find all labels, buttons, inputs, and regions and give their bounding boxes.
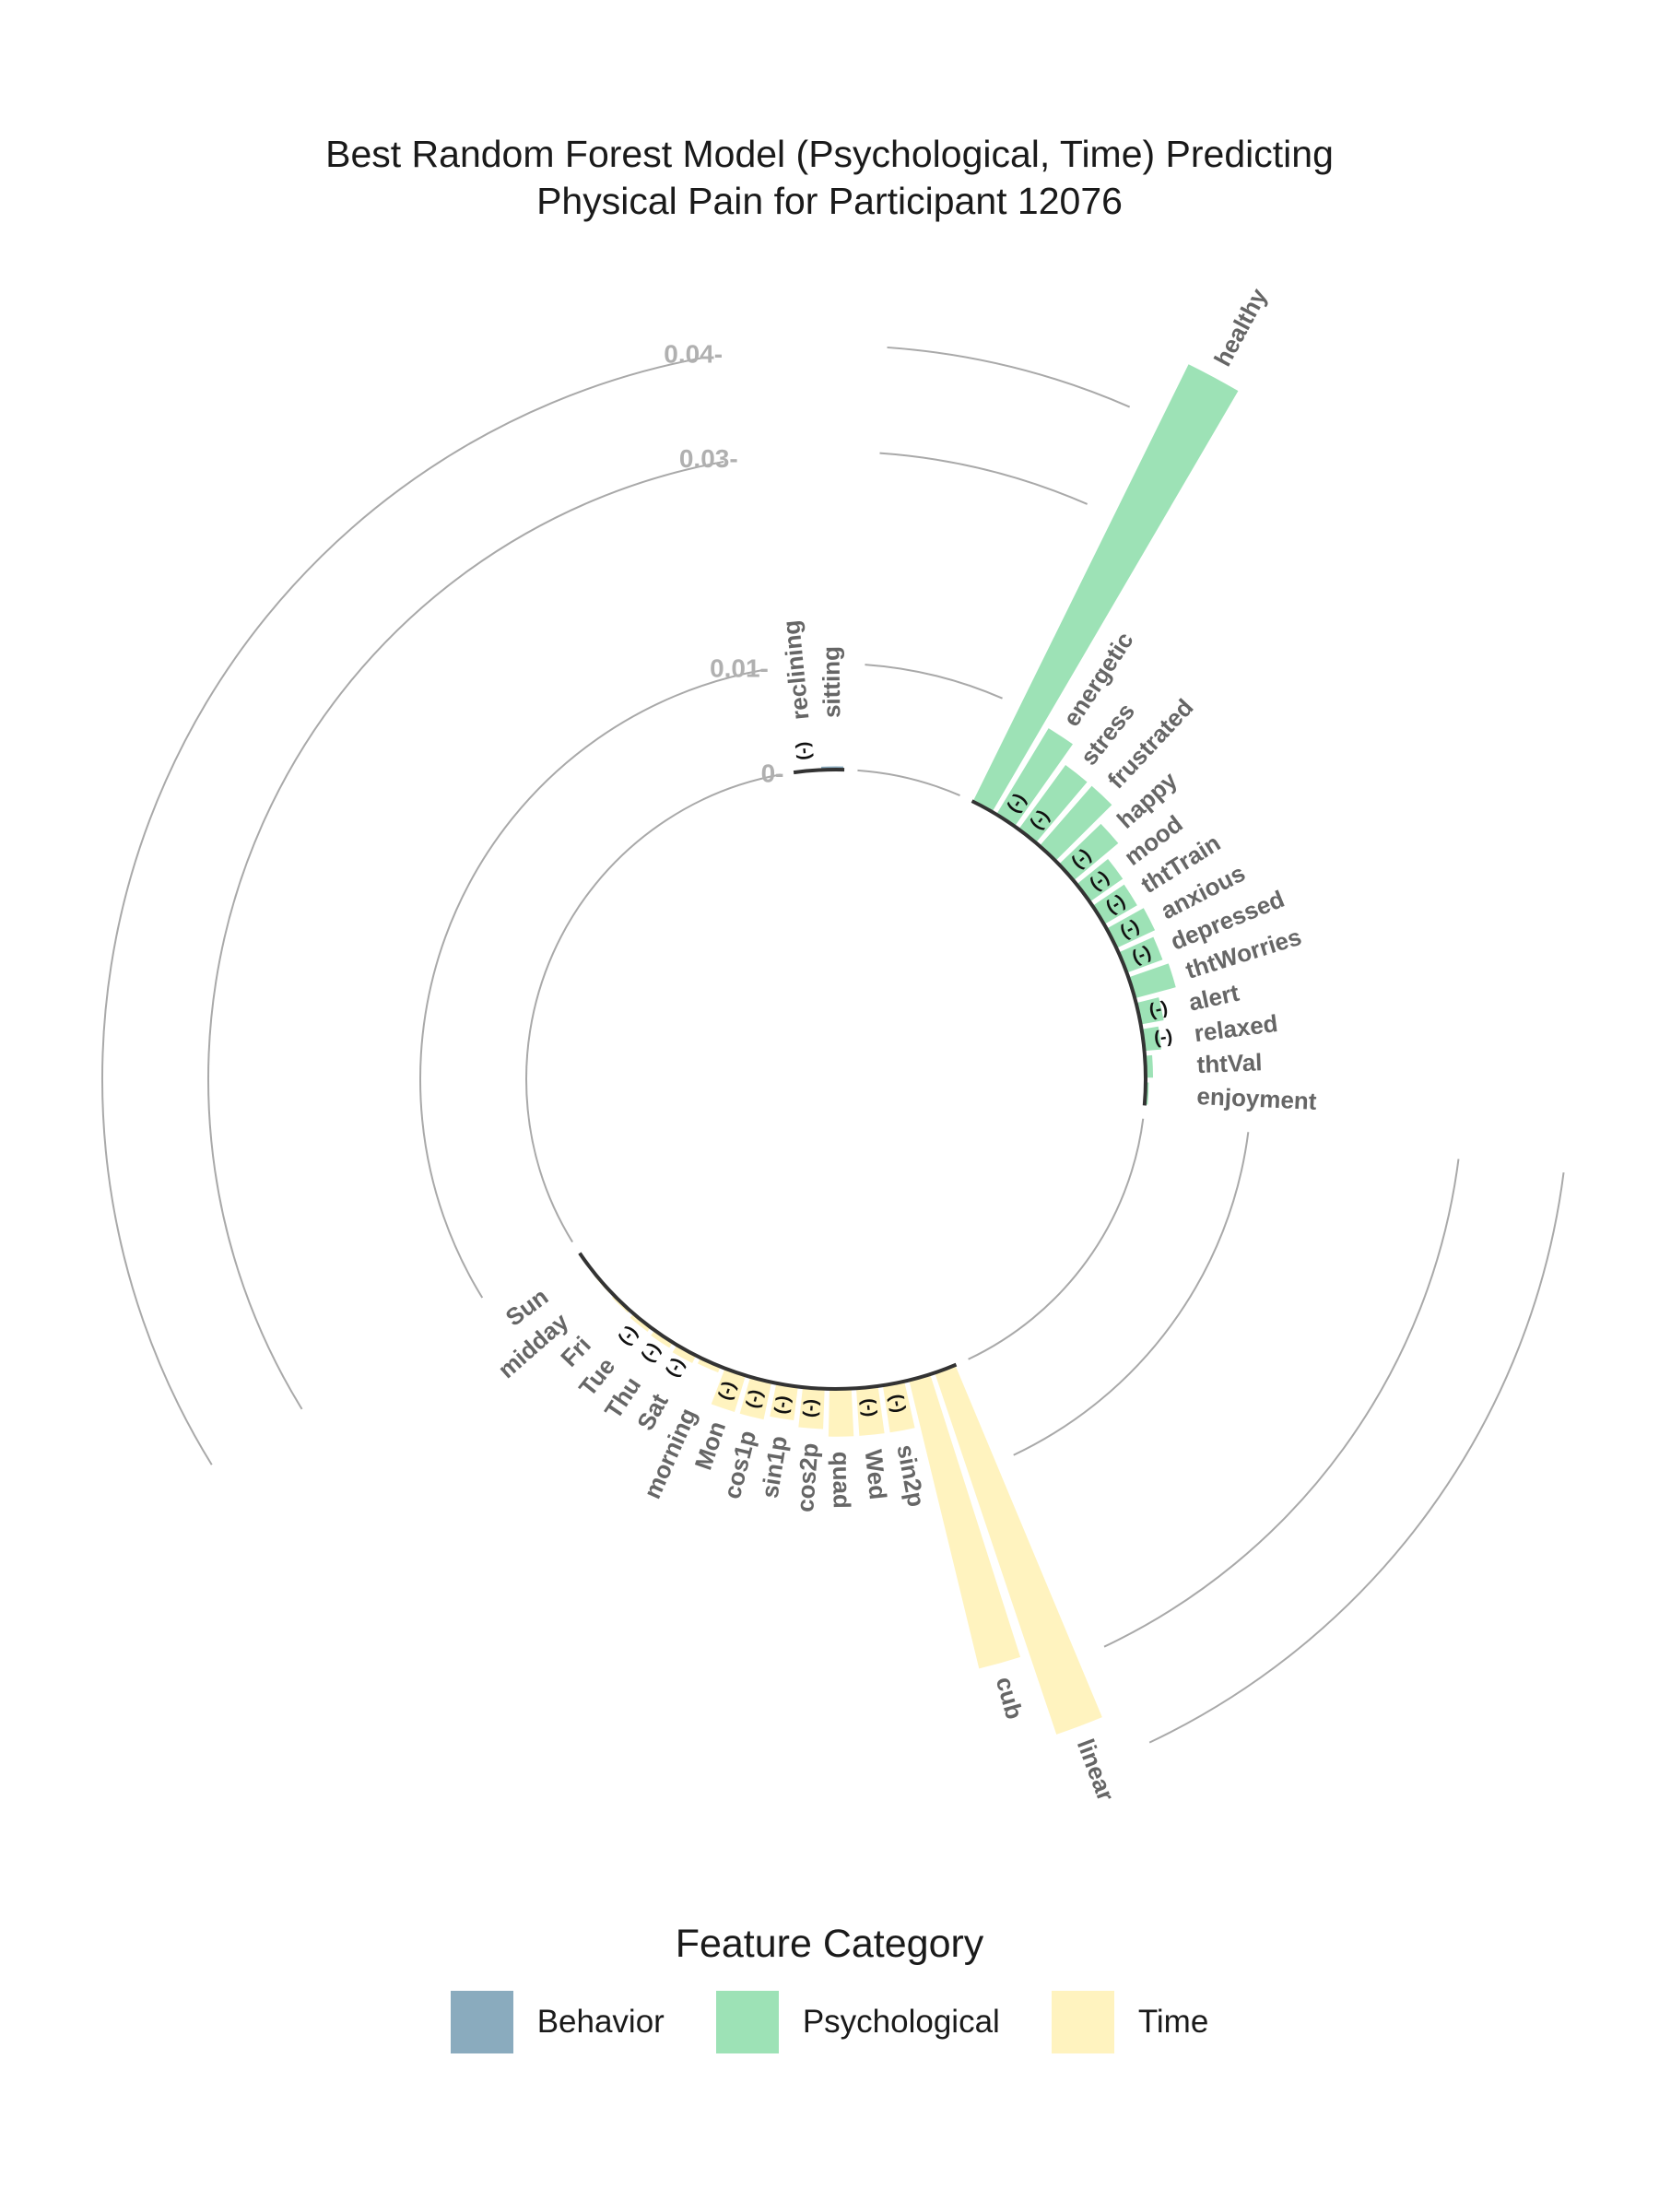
legend-swatch-behavior xyxy=(450,1991,513,2053)
feature-label-relaxed: relaxed xyxy=(1193,1009,1279,1047)
feature-label-wed: Wed xyxy=(860,1448,892,1500)
feature-label-cos2p: cos2p xyxy=(791,1442,823,1513)
bar-anxious xyxy=(1106,908,1156,948)
feature-label-alert: alert xyxy=(1186,979,1241,1017)
feature-label-quad: quad xyxy=(828,1451,856,1509)
group-baselines xyxy=(578,768,1147,1391)
legend-swatch-psychological xyxy=(715,1991,779,2053)
bar-cos2p xyxy=(798,1387,825,1430)
bar-happy xyxy=(1058,823,1119,881)
bar-healthy xyxy=(972,364,1239,812)
radial-tick-label-0: 0- xyxy=(761,759,784,788)
baseline-time xyxy=(578,1252,958,1391)
grid-arc-0-0 xyxy=(857,769,960,797)
bar-linear xyxy=(935,1365,1102,1735)
negative-marker-relaxed: (-) xyxy=(1153,1026,1174,1048)
bar-wed xyxy=(855,1385,885,1436)
feature-label-enjoyment: enjoyment xyxy=(1196,1082,1318,1115)
negative-marker-reclining: (-) xyxy=(793,741,815,761)
bar-stress xyxy=(1018,765,1088,843)
bar-quad xyxy=(828,1388,854,1437)
chart-title-line-2: Physical Pain for Participant 12076 xyxy=(536,180,1123,222)
legend-label-psychological: Psychological xyxy=(802,2004,1000,2040)
grid-arc-1-1 xyxy=(1013,1132,1250,1456)
grid-arc-3-0 xyxy=(887,346,1131,408)
negative-marker-tue: (-) xyxy=(616,1323,643,1349)
feature-label-healthy: healthy xyxy=(1208,283,1273,371)
radial-tick-label-2: 0.03- xyxy=(679,444,738,473)
bar-mood xyxy=(1077,859,1124,902)
feature-label-cub: cub xyxy=(991,1674,1029,1723)
grid-arc-3-2 xyxy=(101,356,705,1465)
chart-title: Best Random Forest Model (Psychological,… xyxy=(0,131,1659,225)
negative-marker-sin2p: (-) xyxy=(886,1393,909,1415)
legend-item-behavior: Behavior xyxy=(450,1991,665,2053)
negative-marker-sin1p: (-) xyxy=(772,1394,795,1416)
legend-label-behavior: Behavior xyxy=(536,2004,665,2040)
radial-tick-label-3: 0.04- xyxy=(664,339,723,368)
feature-label-linear: linear xyxy=(1072,1735,1121,1805)
legend-label-time: Time xyxy=(1137,2004,1209,2040)
bar-cub xyxy=(909,1374,1021,1669)
grid-arc-3-1 xyxy=(1148,1172,1565,1744)
bar-sin1p xyxy=(770,1382,798,1420)
legend-title: Feature Category xyxy=(675,1922,984,1966)
bar-morning xyxy=(697,1358,721,1373)
grid-arcs xyxy=(101,346,1565,1744)
feature-label-thtval: thtVal xyxy=(1196,1048,1263,1078)
bar-alert xyxy=(1135,997,1164,1025)
radial-axis-ticks: 0- 0.01- 0.03- 0.04- xyxy=(664,339,783,787)
grid-arc-2-0 xyxy=(879,452,1088,505)
legend-item-time: Time xyxy=(1051,1991,1209,2053)
negative-marker-alert: (-) xyxy=(1147,997,1170,1021)
grid-arc-2-2 xyxy=(207,460,724,1410)
bar-thttrain xyxy=(1092,884,1137,924)
feature-labels: (-)reclining sittinghealthy(-)energetic(-… xyxy=(492,283,1317,1805)
grid-arc-1-2 xyxy=(419,669,762,1299)
bar-frustrated xyxy=(1039,785,1112,862)
bar-thu xyxy=(651,1330,673,1348)
negative-marker-wed: (-) xyxy=(858,1397,880,1418)
grid-arc-0-2 xyxy=(525,773,782,1243)
bar-relaxed xyxy=(1141,1026,1161,1052)
legend-items: Behavior Psychological Time xyxy=(0,1991,1659,2053)
bar-depressed xyxy=(1118,936,1163,973)
bar-tue xyxy=(629,1313,651,1332)
legend: Feature Category Behavior Psychological Ti… xyxy=(0,1922,1659,2053)
negative-marker-cos2p: (-) xyxy=(802,1398,823,1418)
bar-cos1p xyxy=(739,1376,772,1420)
grid-arc-1-0 xyxy=(865,664,1003,700)
negative-marker-thu: (-) xyxy=(639,1340,665,1367)
bar-mon xyxy=(711,1368,747,1413)
radial-tick-label-1: 0.01- xyxy=(710,654,769,683)
baseline-psychological xyxy=(971,799,1147,1106)
baseline-behavior xyxy=(793,768,845,775)
bar-energetic xyxy=(996,728,1073,827)
feature-label-sin1p: sin1p xyxy=(756,1434,793,1500)
grid-arc-0-1 xyxy=(968,1118,1145,1360)
legend-item-psychological: Psychological xyxy=(715,1991,1000,2053)
bars xyxy=(579,364,1239,1735)
bar-sat xyxy=(672,1345,697,1363)
grid-arc-2-1 xyxy=(1103,1159,1460,1648)
feature-label-sin2p: sin2p xyxy=(891,1442,930,1509)
feature-label-reclining: reclining xyxy=(777,619,814,722)
bar-thtworries xyxy=(1128,963,1176,999)
bar-sin2p xyxy=(882,1381,915,1433)
feature-label-sitting: sitting xyxy=(817,646,845,718)
chart-title-line-1: Best Random Forest Model (Psychological,… xyxy=(325,133,1334,175)
legend-swatch-time xyxy=(1051,1991,1114,2053)
